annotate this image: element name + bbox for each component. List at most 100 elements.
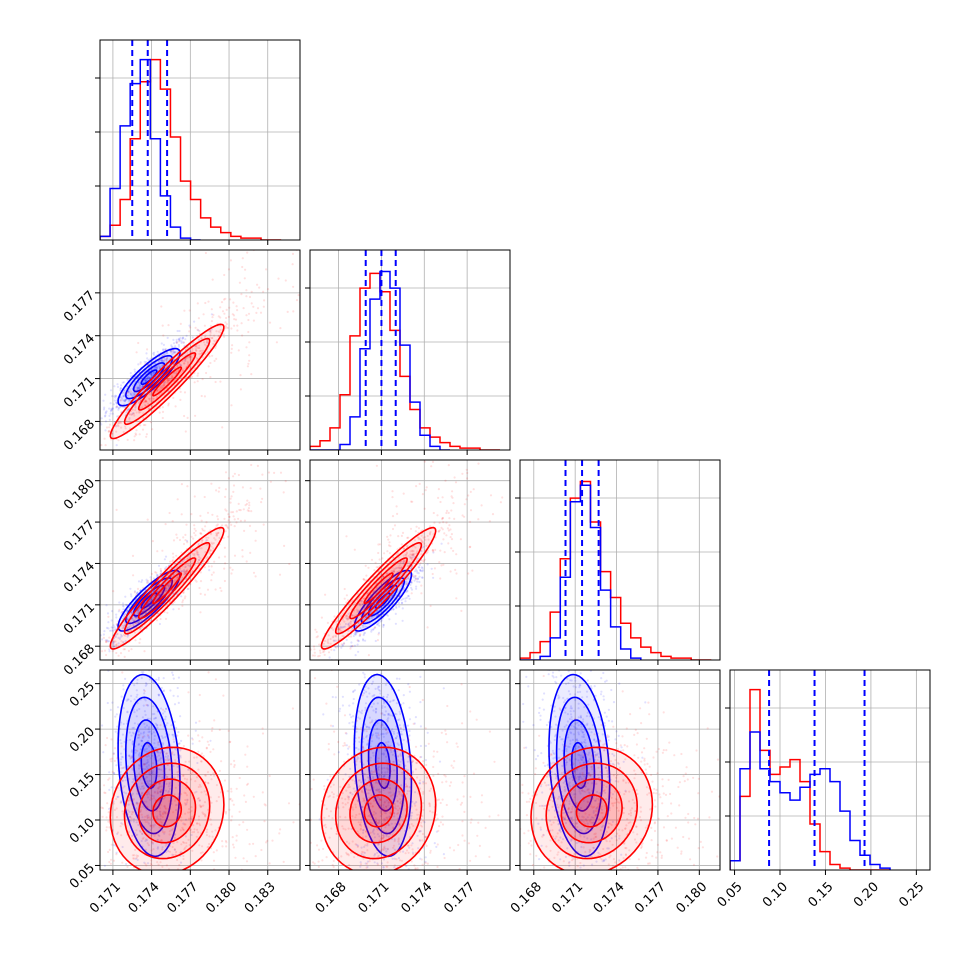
- scatter-point: [346, 599, 350, 602]
- scatter-point: [188, 355, 191, 358]
- scatter-point: [336, 645, 339, 648]
- scatter-point: [188, 330, 191, 333]
- scatter-point: [340, 643, 343, 646]
- scatter-point: [105, 641, 108, 644]
- scatter-point: [240, 322, 243, 325]
- scatter-point: [331, 636, 334, 639]
- scatter-point: [149, 578, 153, 581]
- scatter-point: [227, 477, 230, 480]
- scatter-point: [232, 301, 235, 304]
- scatter-point: [317, 655, 320, 658]
- scatter-point: [451, 490, 454, 493]
- scatter-point: [143, 602, 146, 605]
- scatter-point: [142, 381, 145, 384]
- scatter-point: [390, 570, 393, 573]
- scatter-point: [126, 409, 129, 412]
- scatter-point: [199, 592, 202, 596]
- scatter-point: [162, 785, 166, 788]
- scatter-point: [207, 536, 210, 539]
- scatter-point: [391, 515, 395, 518]
- scatter-point: [256, 283, 259, 286]
- scatter-point: [95, 417, 97, 419]
- scatter-point: [369, 602, 372, 605]
- scatter-point: [205, 371, 208, 375]
- scatter-point: [130, 392, 133, 395]
- scatter-point: [138, 742, 141, 746]
- scatter-point: [410, 500, 413, 503]
- scatter-point: [98, 816, 100, 818]
- scatter-point: [402, 561, 405, 564]
- scatter-point: [162, 677, 165, 680]
- panel-frame: [309, 249, 511, 451]
- scatter-point: [145, 352, 148, 355]
- scatter-point: [400, 583, 404, 586]
- scatter-point: [147, 782, 150, 785]
- scatter-points: [98, 671, 300, 870]
- contour-level: [334, 542, 423, 635]
- scatter-point: [133, 684, 136, 687]
- scatter-point: [261, 791, 264, 794]
- scatter-point: [241, 555, 244, 558]
- scatter-point: [412, 554, 415, 557]
- scatter-point: [107, 621, 110, 624]
- scatter-point: [147, 359, 150, 362]
- scatter-point: [156, 726, 159, 729]
- scatter-point: [141, 620, 144, 623]
- scatter-point: [153, 366, 156, 369]
- scatter-point: [157, 676, 160, 680]
- scatter-point: [178, 329, 181, 333]
- scatter-point: [361, 454, 363, 456]
- scatter-point: [124, 779, 127, 782]
- scatter-point: [129, 757, 132, 760]
- scatter-point: [171, 853, 174, 856]
- scatter-point: [115, 508, 118, 511]
- scatter-point: [143, 710, 146, 713]
- scatter-point: [333, 615, 336, 618]
- scatter-point: [189, 354, 192, 357]
- scatter-point: [157, 597, 160, 600]
- scatter-point: [113, 385, 116, 388]
- scatter-point: [394, 622, 397, 625]
- scatter-point: [111, 770, 114, 774]
- scatter-point: [193, 552, 196, 556]
- scatter-point: [372, 591, 375, 595]
- scatter-point: [223, 546, 226, 549]
- scatter-point: [125, 618, 128, 621]
- scatter-point: [203, 495, 206, 499]
- scatter-point: [83, 463, 85, 465]
- scatter-point: [151, 713, 154, 716]
- scatter-point: [64, 678, 66, 680]
- scatter-point: [424, 538, 427, 541]
- scatter-point: [397, 566, 400, 569]
- histogram-series: [100, 40, 282, 240]
- scatter-point: [341, 643, 344, 646]
- scatter-point: [100, 423, 103, 426]
- scatter-point: [174, 615, 176, 617]
- scatter-point: [414, 577, 417, 580]
- scatter-point: [116, 706, 120, 709]
- scatter-point: [131, 792, 134, 795]
- scatter-point: [94, 407, 96, 409]
- scatter-point: [147, 814, 150, 817]
- scatter-point: [214, 538, 217, 541]
- scatter-point: [144, 848, 147, 851]
- scatter-point: [353, 548, 356, 551]
- scatter-point: [116, 632, 119, 635]
- scatter-point: [164, 812, 167, 815]
- scatter-point: [392, 608, 395, 611]
- scatter-point: [97, 667, 99, 669]
- scatter-point: [146, 664, 148, 666]
- scatter-point: [134, 834, 138, 837]
- scatter-point: [221, 310, 225, 313]
- scatter-point: [343, 642, 346, 645]
- scatter-point: [418, 482, 421, 485]
- scatter-point: [98, 458, 100, 460]
- scatter-point: [333, 649, 336, 652]
- scatter-point: [140, 785, 143, 788]
- scatter-point: [176, 571, 179, 574]
- scatter-point: [455, 572, 458, 575]
- scatter-point: [141, 428, 145, 431]
- scatter-point: [344, 622, 347, 626]
- scatter-point: [101, 815, 104, 818]
- scatter-point: [131, 412, 134, 415]
